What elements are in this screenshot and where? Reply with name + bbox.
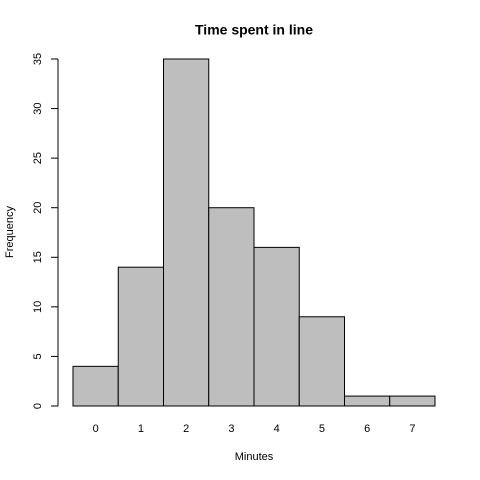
y-tick-label: 20: [32, 202, 44, 214]
y-tick-label: 5: [32, 353, 44, 359]
bar: [298, 316, 345, 407]
x-tick-label: 5: [319, 423, 325, 435]
x-tick-label: 1: [138, 423, 144, 435]
y-tick-label: 0: [32, 403, 44, 409]
y-tick-label: 25: [32, 152, 44, 164]
y-tick-label: 30: [32, 102, 44, 114]
x-tick-label: 3: [228, 423, 234, 435]
x-tick-label: 6: [364, 423, 370, 435]
y-tick-label: 10: [32, 301, 44, 313]
bar: [344, 395, 391, 407]
y-axis-label: Frequency: [4, 206, 16, 258]
chart-title: Time spent in line: [195, 22, 313, 38]
x-tick-label: 2: [183, 423, 189, 435]
bar: [208, 207, 255, 407]
bar: [389, 395, 436, 407]
x-tick-label: 0: [93, 423, 99, 435]
x-tick-label: 7: [409, 423, 415, 435]
bar: [117, 266, 164, 407]
y-tick-label: 35: [32, 53, 44, 65]
x-tick-label: 4: [274, 423, 280, 435]
bar: [253, 246, 300, 407]
bar: [72, 365, 119, 407]
y-tick-label: 15: [32, 251, 44, 263]
x-axis-label: Minutes: [235, 451, 274, 463]
bar: [163, 58, 210, 407]
